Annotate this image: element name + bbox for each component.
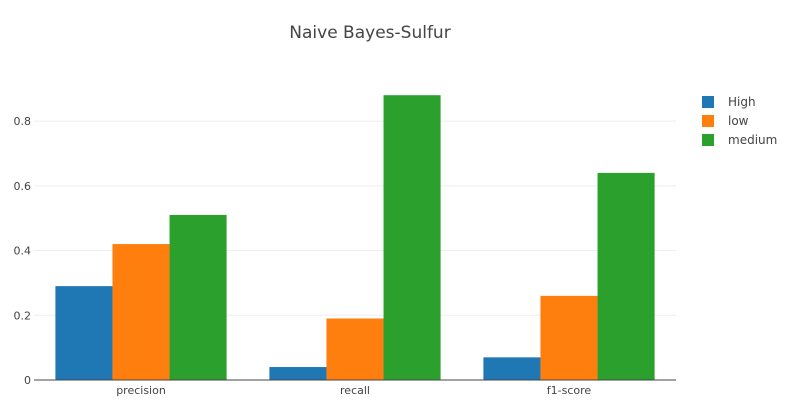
y-tick-label: 0.4 <box>14 245 32 258</box>
legend-swatch <box>702 96 714 108</box>
legend-item-medium[interactable]: medium <box>702 133 777 147</box>
x-tick-label: f1-score <box>547 384 592 397</box>
legend-label: low <box>728 114 749 128</box>
legend[interactable]: High low medium <box>702 95 777 147</box>
bar-low-recall[interactable] <box>326 318 384 380</box>
bar-medium-recall[interactable] <box>383 95 441 380</box>
y-tick-label: 0.6 <box>14 180 32 193</box>
y-tick-label: 0.8 <box>14 115 32 128</box>
bar-medium-precision[interactable] <box>169 214 227 380</box>
bar-high-recall[interactable] <box>269 367 327 380</box>
legend-swatch <box>702 134 714 146</box>
y-axis-ticks: 0 0.2 0.4 0.6 0.8 <box>14 115 32 387</box>
y-tick-label: 0.2 <box>14 309 32 322</box>
bar-low-f1-score[interactable] <box>540 295 598 380</box>
bar-medium-f1-score[interactable] <box>597 172 655 380</box>
x-tick-label: recall <box>340 384 370 397</box>
bar-low-precision[interactable] <box>112 244 170 380</box>
legend-label: medium <box>728 133 777 147</box>
legend-item-high[interactable]: High <box>702 95 756 109</box>
x-tick-label: precision <box>116 384 166 397</box>
x-axis-ticks: precision recall f1-score <box>116 384 591 397</box>
chart-title: Naive Bayes-Sulfur <box>289 23 450 43</box>
legend-item-low[interactable]: low <box>702 114 749 128</box>
bar-high-precision[interactable] <box>55 286 113 380</box>
legend-swatch <box>702 115 714 127</box>
bars <box>55 95 655 380</box>
y-tick-label: 0 <box>24 374 31 387</box>
bar-high-f1-score[interactable] <box>483 357 541 380</box>
legend-label: High <box>728 95 756 109</box>
